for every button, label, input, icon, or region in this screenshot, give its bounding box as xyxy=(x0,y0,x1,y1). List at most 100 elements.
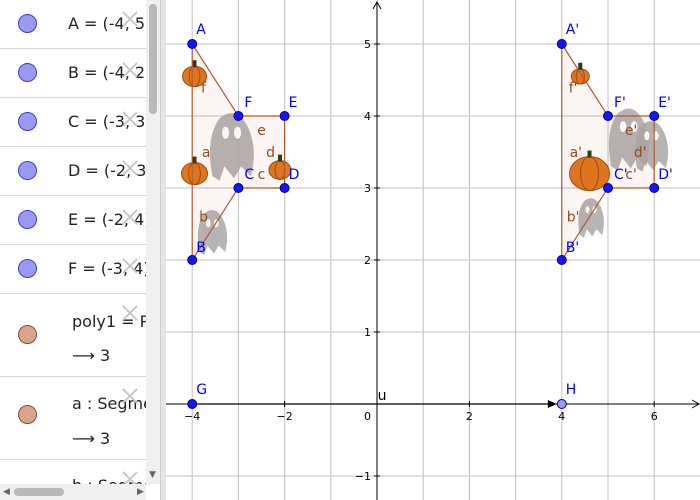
algebra-row-poly1[interactable]: poly1 = Polygon(A, B, C, D, E, F) ⟶ 3 xyxy=(0,294,146,377)
close-icon[interactable] xyxy=(121,159,139,177)
segment-f' xyxy=(561,43,609,117)
value-text: 3 xyxy=(100,429,111,448)
arrow-icon: ⟶ xyxy=(72,429,95,448)
value-text: 3 xyxy=(100,346,111,365)
close-icon[interactable] xyxy=(121,10,139,28)
algebra-view: A = (-4, 5) B = (-4, 2) C = (-3, 3) D = … xyxy=(0,0,160,500)
point-D'[interactable] xyxy=(649,183,660,193)
scroll-right-icon[interactable]: ▶ xyxy=(137,487,144,497)
x-tick-label: 4 xyxy=(558,410,565,423)
point-A[interactable] xyxy=(187,39,198,49)
view-divider[interactable] xyxy=(160,0,166,500)
close-icon[interactable] xyxy=(121,61,139,79)
visibility-toggle[interactable] xyxy=(18,259,37,278)
visibility-toggle[interactable] xyxy=(18,405,37,424)
close-icon[interactable] xyxy=(121,387,139,405)
point-B'[interactable] xyxy=(556,255,567,265)
algebra-row-E[interactable]: E = (-2, 4) xyxy=(0,196,146,245)
axes xyxy=(166,0,700,500)
vertical-scroll-thumb[interactable] xyxy=(149,4,157,114)
horizontal-scroll-thumb[interactable] xyxy=(14,488,64,496)
visibility-toggle[interactable] xyxy=(18,161,37,180)
point-label: C xyxy=(244,167,254,183)
vector-label: u xyxy=(378,388,387,404)
arrow-icon: ⟶ xyxy=(72,346,95,365)
ghost-eye xyxy=(205,219,211,228)
point-E'[interactable] xyxy=(649,111,660,121)
segment-labels: a b cde f a' b' c' d' e' f' xyxy=(199,81,647,226)
pumpkin-stem xyxy=(192,156,197,164)
x-tick-label: 6 xyxy=(651,410,658,423)
segment-label: d xyxy=(266,145,275,161)
scroll-down-icon[interactable]: ▼ xyxy=(149,470,156,480)
vertical-scrollbar[interactable] xyxy=(146,0,160,484)
visibility-toggle[interactable] xyxy=(18,14,37,33)
point-A'[interactable] xyxy=(556,39,567,49)
point-label: F xyxy=(244,95,252,111)
points[interactable]: A B C D E F A' B' C' D' E' F' G H xyxy=(187,22,673,409)
x-tick-label: 2 xyxy=(466,410,473,423)
origin-label: 0 xyxy=(364,410,371,423)
point-D[interactable] xyxy=(279,183,290,193)
pumpkin-stem xyxy=(587,150,592,158)
pumpkin-image xyxy=(569,150,611,192)
point-label: D' xyxy=(658,167,673,183)
pumpkin-image xyxy=(182,60,208,88)
point-F[interactable] xyxy=(233,111,244,121)
ghost-image xyxy=(209,113,254,181)
y-tick-label: 3 xyxy=(364,182,371,195)
point-label: B xyxy=(196,240,206,256)
y-tick-label: 1 xyxy=(364,326,371,339)
segment-label: a' xyxy=(570,145,582,161)
close-icon[interactable] xyxy=(121,110,139,128)
ghost-body xyxy=(578,198,604,238)
visibility-toggle[interactable] xyxy=(18,325,37,344)
point-C[interactable] xyxy=(233,183,244,193)
segment-label: d' xyxy=(634,145,647,161)
y-axis-arrow xyxy=(372,0,382,10)
visibility-toggle[interactable] xyxy=(18,112,37,131)
point-H[interactable] xyxy=(556,399,567,409)
point-label: C' xyxy=(614,167,628,183)
ghost-eye xyxy=(619,121,627,133)
graphics-view[interactable]: a b cde f a' b' c' d' e' f' u A B C D E F A' B' C' D' E' F' G… xyxy=(166,0,700,500)
ghost-eye xyxy=(644,131,650,141)
visibility-toggle[interactable] xyxy=(18,210,37,229)
segment-label: c xyxy=(258,167,266,183)
scroll-left-icon[interactable]: ◀ xyxy=(3,487,10,497)
algebra-row-A[interactable]: A = (-4, 5) xyxy=(0,0,146,49)
point-label: B' xyxy=(566,240,579,256)
point-E[interactable] xyxy=(279,111,290,121)
algebra-row-F[interactable]: F = (-3, 4) xyxy=(0,245,146,294)
point-label: A xyxy=(196,22,206,38)
ghost-body xyxy=(635,120,669,172)
halloween-images xyxy=(181,60,669,256)
point-F'[interactable] xyxy=(603,111,613,121)
segment-label: c' xyxy=(625,167,637,183)
ghost-body xyxy=(209,113,254,181)
pumpkin-stem xyxy=(277,154,282,162)
point-B[interactable] xyxy=(187,255,198,265)
close-icon[interactable] xyxy=(121,304,139,322)
x-axis-arrow xyxy=(691,399,700,409)
visibility-toggle[interactable] xyxy=(18,63,37,82)
point-C'[interactable] xyxy=(603,183,613,193)
ghost-eye xyxy=(233,126,242,139)
horizontal-scrollbar[interactable]: ◀ ▶ xyxy=(0,484,146,500)
algebra-row-a[interactable]: a : Segment(A, B) ⟶ 3 xyxy=(0,377,146,460)
y-tick-label: 5 xyxy=(364,38,371,51)
close-icon[interactable] xyxy=(121,208,139,226)
algebra-row-B[interactable]: B = (-4, 2) xyxy=(0,49,146,98)
point-G[interactable] xyxy=(187,399,198,409)
pumpkin-image xyxy=(268,154,292,180)
algebra-row-C[interactable]: C = (-3, 3) xyxy=(0,98,146,147)
algebra-value: ⟶ 3 xyxy=(72,429,110,448)
algebra-row-D[interactable]: D = (-2, 3) xyxy=(0,147,146,196)
close-icon[interactable] xyxy=(121,257,139,275)
segment-label: e xyxy=(257,123,266,139)
polygon-poly1 xyxy=(192,44,285,260)
polygons[interactable] xyxy=(191,43,655,261)
ghost-eye xyxy=(221,126,230,139)
point-label: E' xyxy=(658,95,671,111)
vector-u[interactable]: u xyxy=(192,388,557,408)
